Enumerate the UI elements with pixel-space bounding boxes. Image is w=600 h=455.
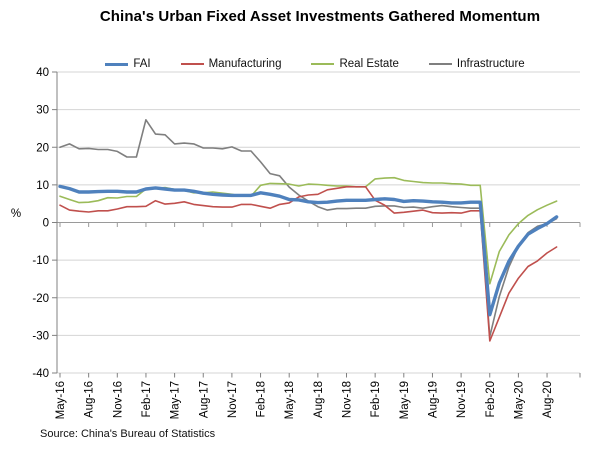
y-axis-label: 20 <box>36 142 49 154</box>
y-axis-title: % <box>11 208 21 220</box>
x-axis-label: Feb-20 <box>485 381 497 417</box>
legend-label-infrastructure: Infrastructure <box>456 58 525 70</box>
real-estate-line-swatch-icon <box>311 63 335 65</box>
y-axis-label: 30 <box>36 105 49 117</box>
x-axis-label: Feb-18 <box>256 381 268 417</box>
x-axis-label: May-17 <box>170 381 182 419</box>
legend-label-manufacturing: Manufacturing <box>208 58 282 70</box>
fai-line-swatch-icon <box>105 62 129 66</box>
chart-title: China's Urban Fixed Asset Investments Ga… <box>99 8 541 25</box>
x-axis-label: Aug-20 <box>542 381 554 418</box>
x-axis-label: Aug-17 <box>198 381 210 418</box>
y-axis-label: 40 <box>36 67 49 79</box>
chart-legend: FAI Manufacturing Real Estate Infrastruc… <box>30 58 600 70</box>
x-axis-label: Nov-18 <box>342 381 354 418</box>
legend-label-real-estate: Real Estate <box>339 58 399 70</box>
series-line-manufacturing <box>59 186 558 342</box>
x-axis-label: Nov-19 <box>456 381 468 418</box>
x-axis-label: May-20 <box>513 381 525 419</box>
x-axis-label: May-18 <box>284 381 296 419</box>
x-axis-label: Feb-17 <box>141 381 153 417</box>
legend-item-real-estate: Real Estate <box>311 58 399 70</box>
x-axis-label: Aug-16 <box>84 381 96 418</box>
series-line-fai <box>58 184 559 317</box>
legend-label-fai: FAI <box>133 58 151 70</box>
infrastructure-line-swatch-icon <box>428 63 452 65</box>
legend-item-infrastructure: Infrastructure <box>428 58 525 70</box>
y-axis-label: -30 <box>32 330 49 342</box>
y-axis-label: 0 <box>43 218 49 230</box>
x-axis-label: Aug-19 <box>427 381 439 418</box>
x-axis-label: May-16 <box>55 381 67 419</box>
legend-item-fai: FAI <box>105 58 151 70</box>
y-axis-label: -10 <box>32 255 49 267</box>
x-axis-label: May-19 <box>399 381 411 419</box>
x-axis-label: Nov-17 <box>227 381 239 418</box>
source-note: Source: China's Bureau of Statistics <box>40 428 216 440</box>
manufacturing-line-swatch-icon <box>180 63 204 65</box>
y-axis-label: 10 <box>36 180 49 192</box>
y-axis-label: -20 <box>32 293 49 305</box>
x-axis-label: Aug-18 <box>313 381 325 418</box>
x-axis-label: Feb-19 <box>370 381 382 417</box>
y-axis-label: -40 <box>32 368 49 380</box>
legend-item-manufacturing: Manufacturing <box>180 58 282 70</box>
x-axis-label: Nov-16 <box>112 381 124 418</box>
